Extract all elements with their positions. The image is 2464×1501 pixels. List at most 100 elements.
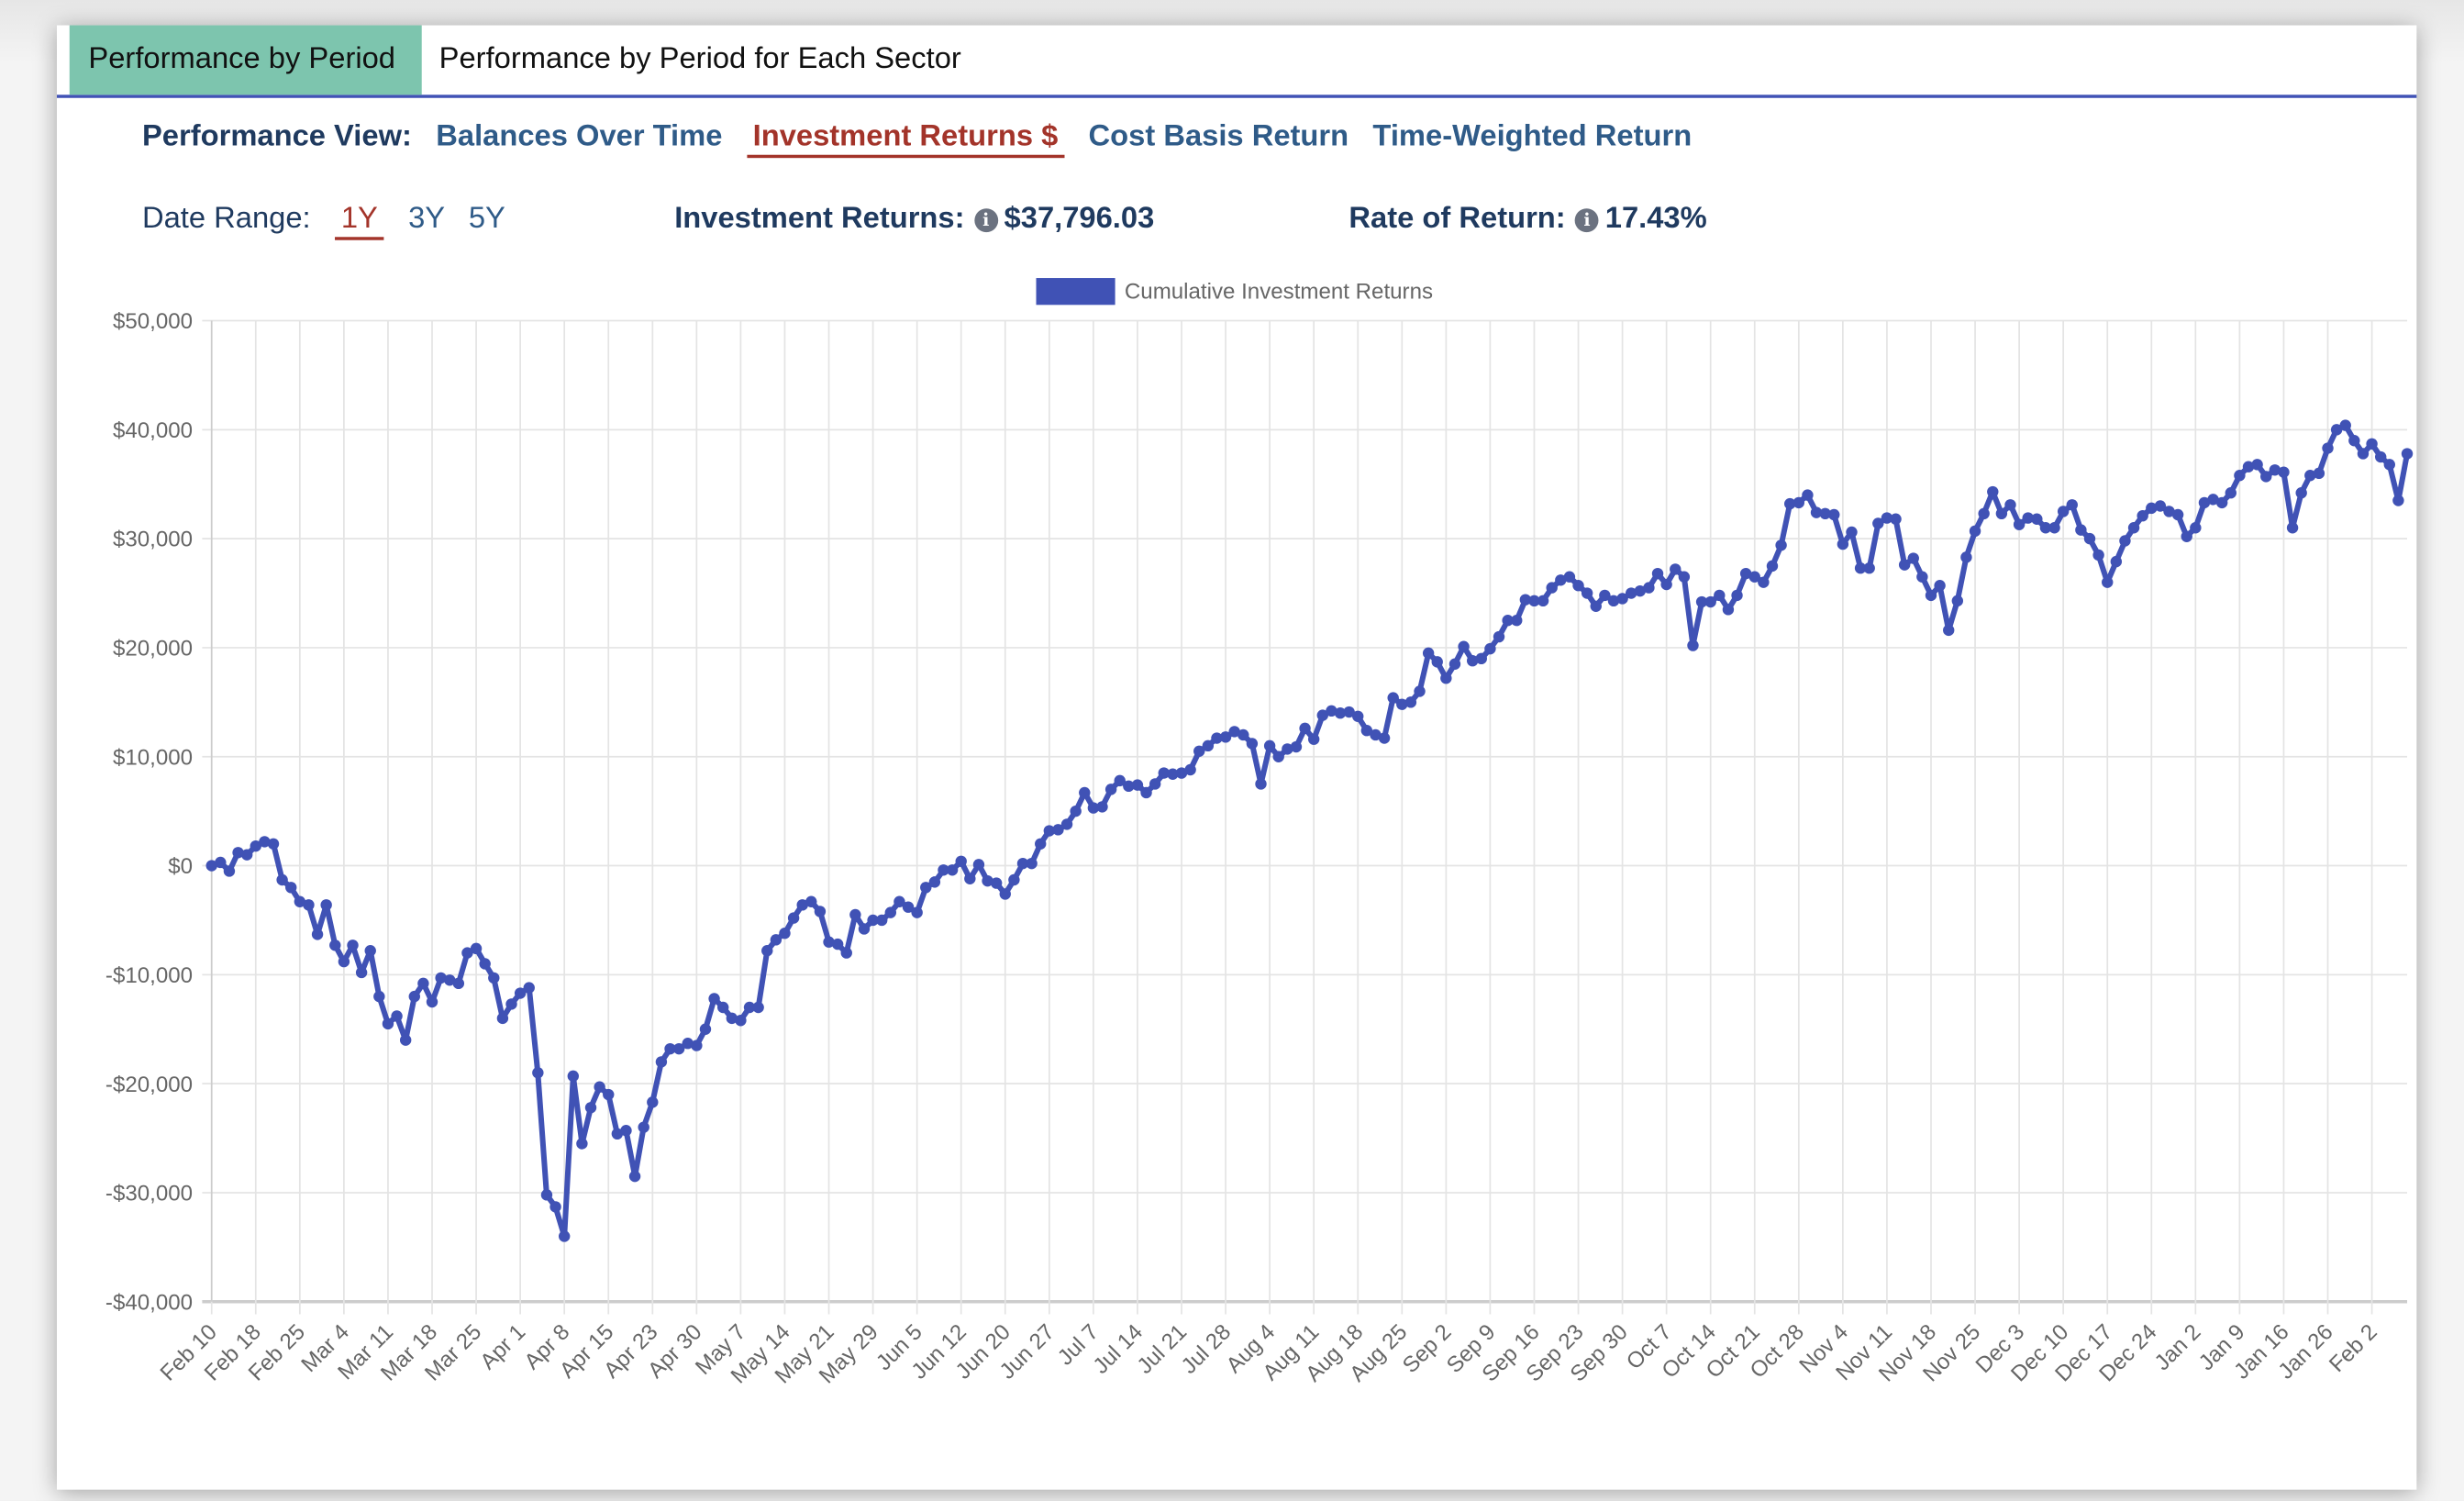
- tab-performance-by-sector[interactable]: Performance by Period for Each Sector: [438, 42, 961, 76]
- data-point: [417, 977, 429, 990]
- data-point: [303, 899, 315, 911]
- x-tick-label: Jul 21: [1133, 1319, 1193, 1379]
- data-point: [2057, 506, 2070, 517]
- data-point: [2322, 442, 2334, 454]
- data-point: [1739, 567, 1752, 580]
- view-cost-basis-return[interactable]: Cost Basis Return: [1088, 119, 1349, 154]
- tab-performance-by-period[interactable]: Performance by Period: [69, 25, 422, 95]
- data-point: [276, 873, 288, 886]
- data-point: [320, 899, 332, 911]
- data-point: [523, 982, 535, 994]
- data-point: [2146, 502, 2158, 515]
- data-point: [1722, 604, 1735, 616]
- data-point: [1396, 698, 1408, 710]
- data-point: [479, 958, 491, 970]
- data-point: [1060, 818, 1073, 830]
- data-point: [2348, 435, 2360, 447]
- chart-legend[interactable]: Cumulative Investment Returns: [1036, 278, 1434, 306]
- range-5y[interactable]: 5Y: [468, 202, 505, 236]
- data-point: [488, 972, 500, 984]
- data-point: [1704, 595, 1716, 608]
- data-point: [1316, 709, 1328, 721]
- data-point: [215, 856, 227, 869]
- x-tick-label: Feb 2: [2325, 1319, 2382, 1377]
- data-point: [849, 908, 861, 921]
- chart-grid: [202, 319, 2408, 1315]
- data-point: [2234, 470, 2246, 482]
- data-point: [373, 990, 385, 1003]
- data-point: [1890, 513, 1902, 525]
- view-time-weighted-return[interactable]: Time-Weighted Return: [1372, 119, 1693, 154]
- data-point: [1387, 692, 1399, 704]
- data-point: [1123, 780, 1135, 793]
- data-point: [1079, 786, 1091, 799]
- y-tick-label: -$10,000: [105, 963, 193, 988]
- view-balances-over-time[interactable]: Balances Over Time: [436, 119, 723, 154]
- data-point: [1326, 705, 1337, 717]
- data-point: [638, 1121, 649, 1133]
- data-point: [1599, 589, 1611, 602]
- data-point: [2066, 499, 2078, 511]
- data-point: [267, 838, 280, 850]
- y-tick-label: -$40,000: [105, 1290, 193, 1315]
- data-point: [594, 1081, 605, 1093]
- data-point: [470, 942, 483, 955]
- data-point: [435, 972, 447, 984]
- data-point: [620, 1125, 632, 1137]
- range-1y[interactable]: 1Y: [334, 202, 384, 240]
- data-point: [990, 877, 1003, 889]
- data-point: [611, 1128, 624, 1140]
- y-tick-label: -$30,000: [105, 1182, 193, 1206]
- data-point: [2286, 522, 2299, 534]
- data-point: [911, 906, 923, 918]
- data-point: [426, 995, 438, 1008]
- data-point: [699, 1023, 712, 1035]
- data-point: [496, 1012, 509, 1025]
- data-point: [1995, 507, 2008, 520]
- data-point: [1766, 560, 1779, 573]
- x-tick-label: Jul 28: [1177, 1319, 1237, 1379]
- data-point: [1590, 600, 1602, 612]
- data-point: [1872, 517, 1884, 529]
- data-point: [2357, 448, 2370, 460]
- data-point: [1943, 624, 1955, 637]
- data-point: [928, 876, 941, 888]
- data-point: [946, 864, 959, 876]
- x-tick-label: Apr 1: [475, 1319, 530, 1374]
- data-point: [743, 1001, 756, 1014]
- data-point: [1246, 738, 1259, 750]
- view-investment-returns[interactable]: Investment Returns $: [746, 119, 1065, 159]
- data-point: [532, 1067, 544, 1079]
- data-point: [1114, 774, 1126, 787]
- data-point: [2198, 496, 2211, 509]
- data-point: [1660, 578, 1672, 591]
- data-point: [1863, 562, 1875, 574]
- data-point: [1360, 725, 1373, 737]
- data-point: [1484, 642, 1496, 655]
- info-circle-icon[interactable]: i: [973, 208, 998, 233]
- data-point: [1978, 507, 1990, 520]
- data-point: [1731, 589, 1743, 602]
- data-point: [1184, 763, 1196, 776]
- data-point: [2075, 524, 2087, 536]
- data-point: [1414, 685, 1426, 697]
- data-point: [1828, 508, 1840, 521]
- data-point: [2127, 522, 2140, 534]
- data-point: [2181, 530, 2192, 542]
- data-point: [2225, 487, 2236, 499]
- data-point: [1784, 497, 1796, 510]
- data-point: [1695, 595, 1708, 608]
- data-point: [1969, 525, 1981, 538]
- data-point: [1687, 639, 1699, 651]
- data-point: [938, 864, 949, 876]
- info-circle-icon[interactable]: i: [1575, 208, 1599, 233]
- data-point: [691, 1040, 703, 1051]
- data-point: [770, 934, 782, 946]
- data-point: [1925, 589, 1937, 602]
- data-point: [1158, 767, 1170, 779]
- data-point: [1934, 580, 1946, 592]
- data-point: [1475, 652, 1487, 665]
- data-point: [1431, 656, 1443, 668]
- range-3y[interactable]: 3Y: [408, 202, 445, 236]
